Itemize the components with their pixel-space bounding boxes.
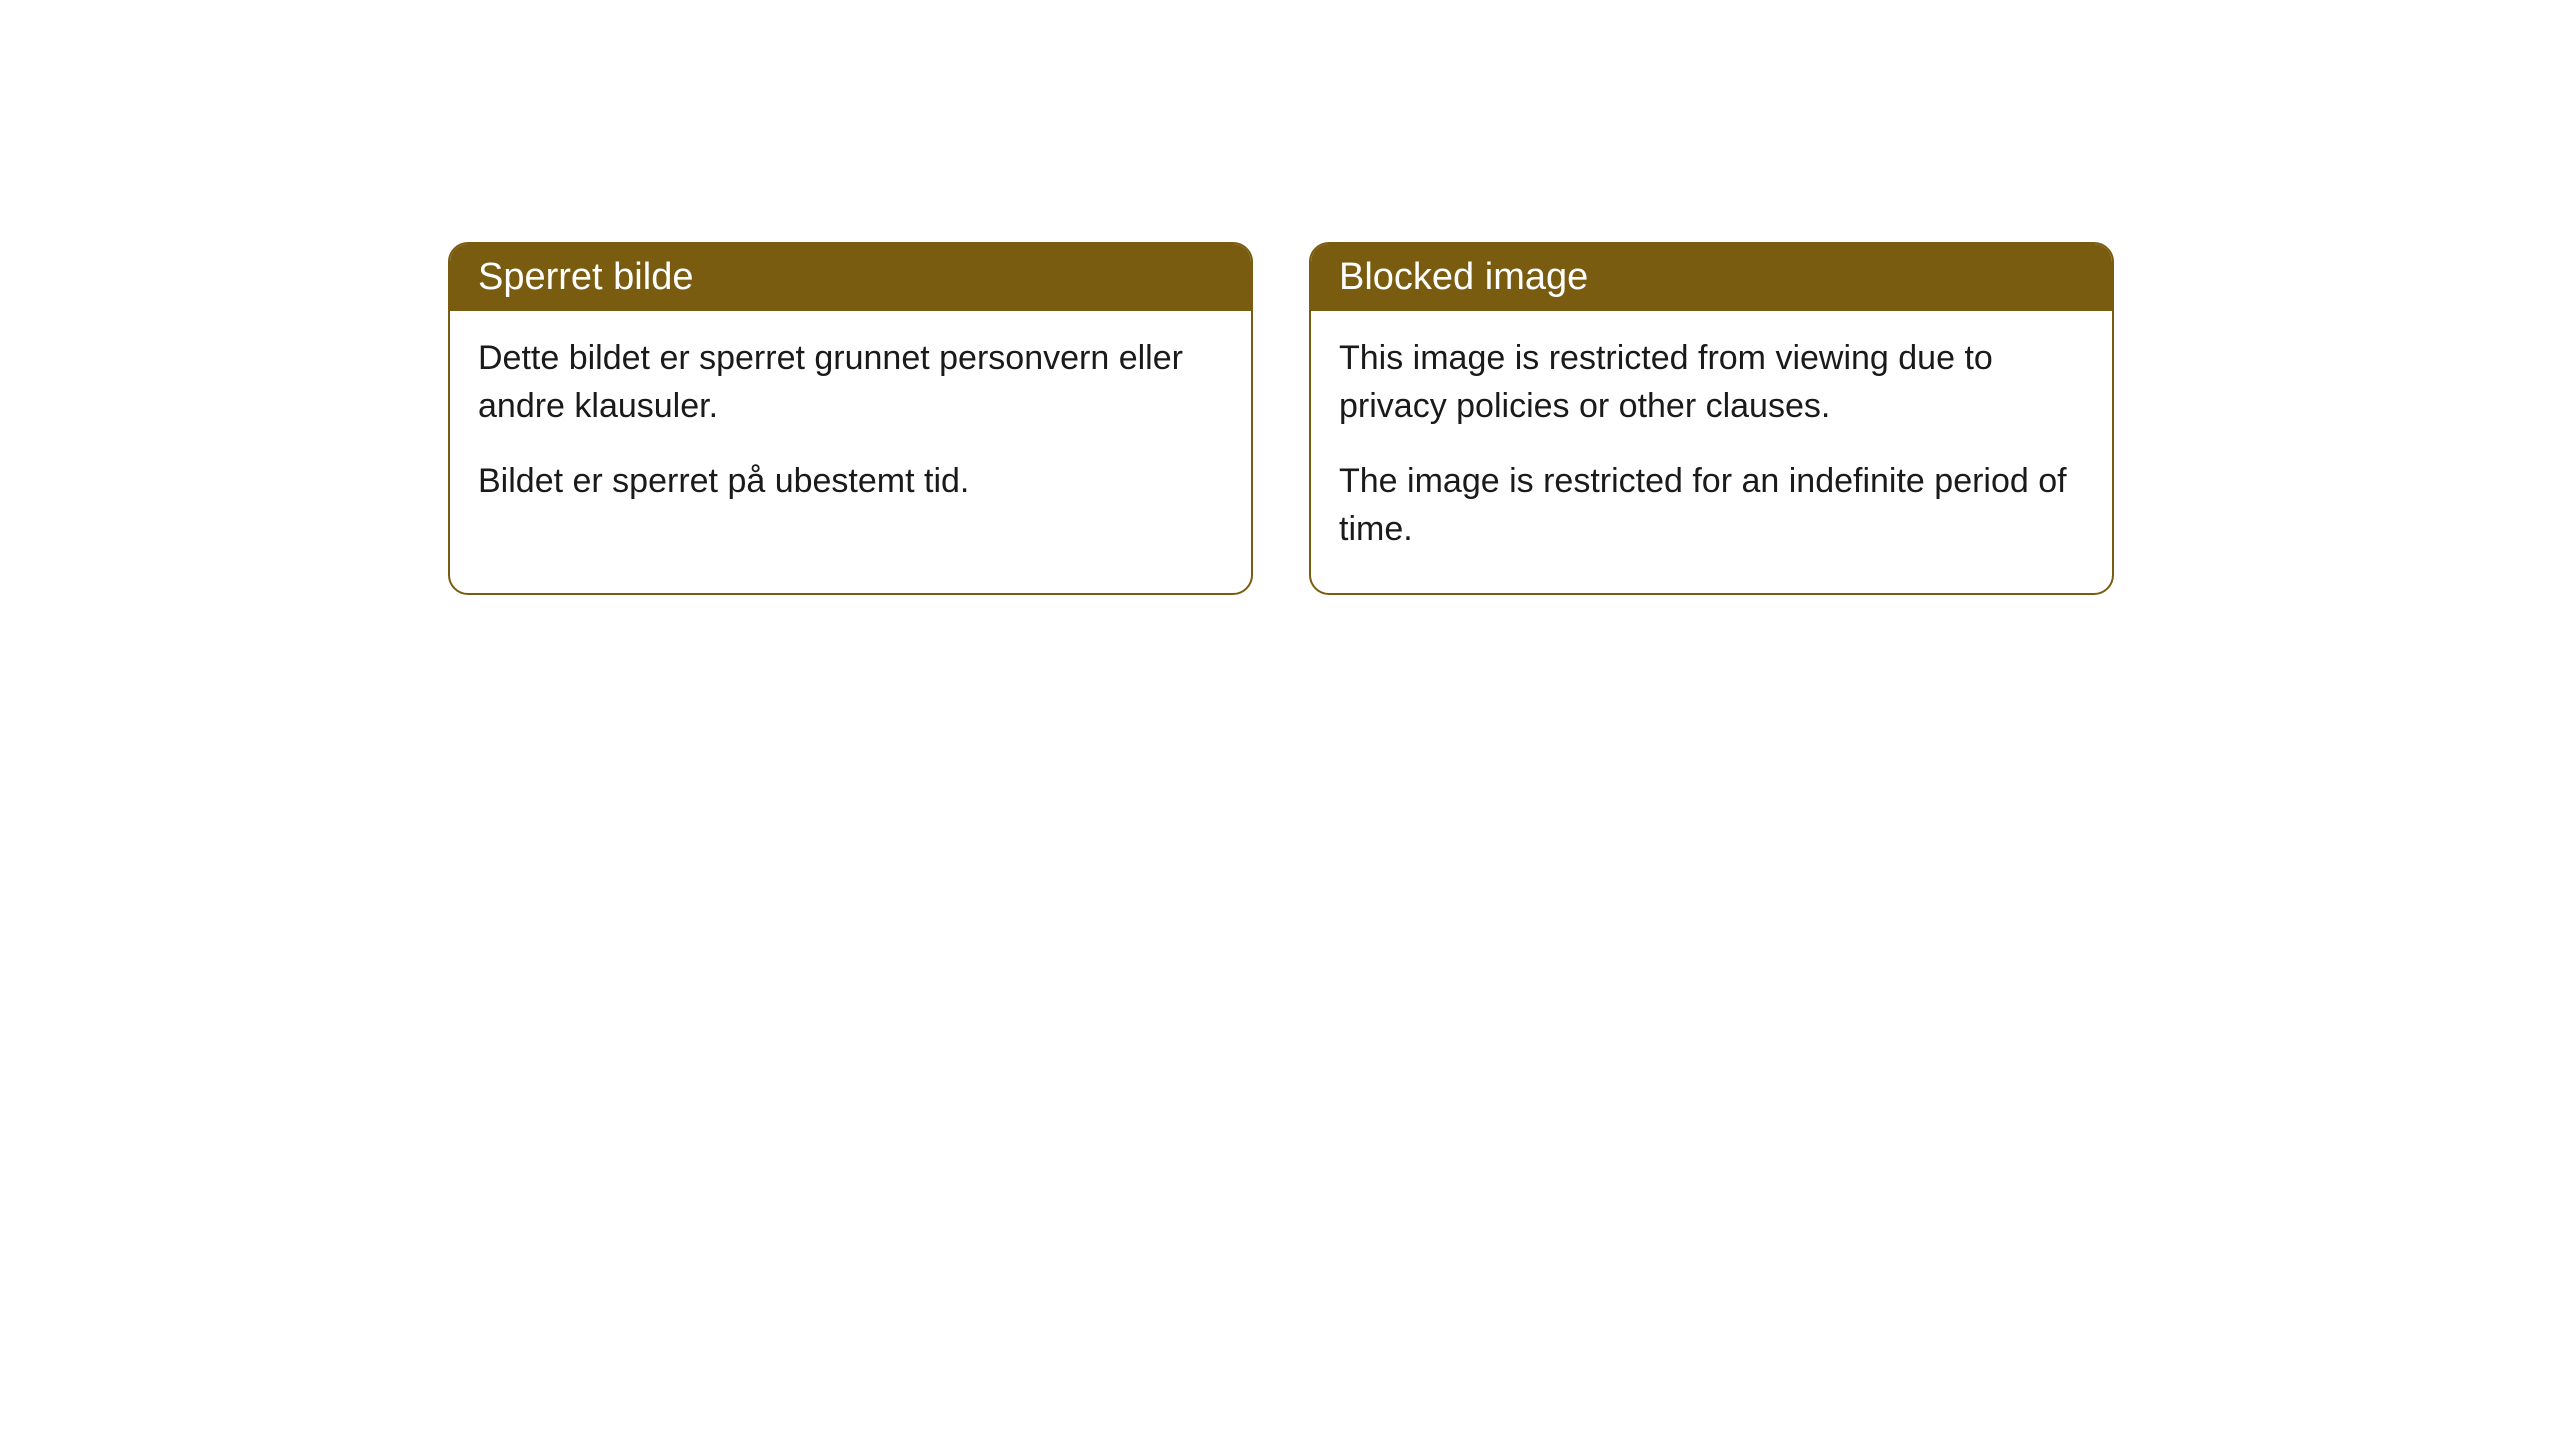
card-title: Blocked image	[1339, 256, 1588, 298]
notice-card-english: Blocked image This image is restricted f…	[1309, 242, 2114, 595]
card-header: Blocked image	[1311, 244, 2112, 311]
card-body: Dette bildet er sperret grunnet personve…	[450, 311, 1251, 546]
card-title: Sperret bilde	[478, 256, 693, 298]
notice-card-norwegian: Sperret bilde Dette bildet er sperret gr…	[448, 242, 1253, 595]
card-paragraph: Dette bildet er sperret grunnet personve…	[478, 335, 1223, 430]
card-header: Sperret bilde	[450, 244, 1251, 311]
card-paragraph: Bildet er sperret på ubestemt tid.	[478, 458, 1223, 506]
card-body: This image is restricted from viewing du…	[1311, 311, 2112, 593]
notice-container: Sperret bilde Dette bildet er sperret gr…	[448, 242, 2114, 595]
card-paragraph: This image is restricted from viewing du…	[1339, 335, 2084, 430]
card-paragraph: The image is restricted for an indefinit…	[1339, 458, 2084, 553]
